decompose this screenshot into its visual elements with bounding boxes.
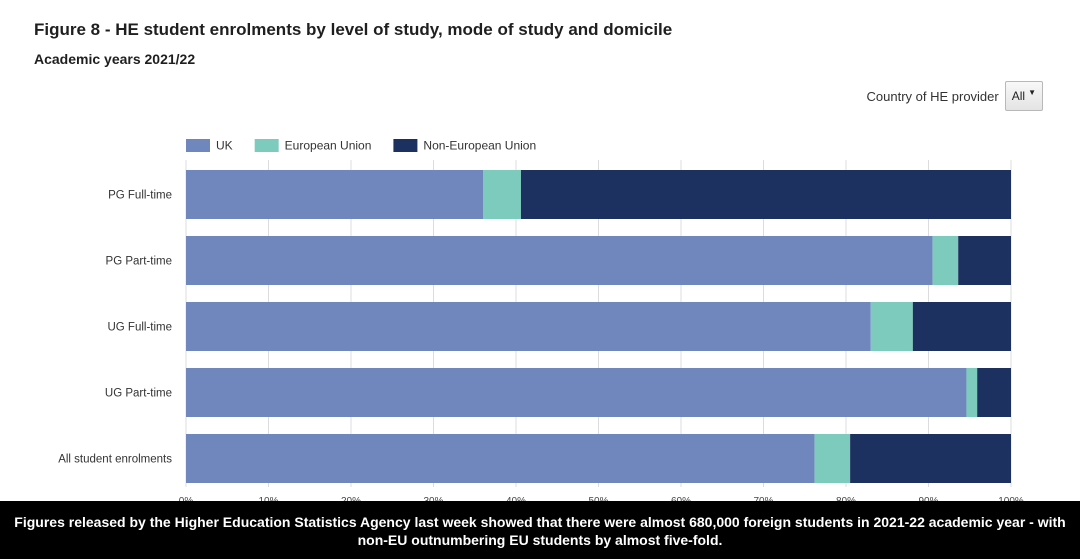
country-filter-label: Country of HE provider <box>866 88 999 104</box>
x-tick-label: 80% <box>836 496 856 501</box>
stacked-bar-chart: UK European Union Non-European Union PG Ful… <box>58 139 1024 502</box>
x-tick-label: 20% <box>341 496 361 501</box>
bar-segment <box>912 302 1011 351</box>
chart-subtitle: Academic years 2021/22 <box>34 51 196 67</box>
category-label: UG Full-time <box>107 322 172 334</box>
bar-segment <box>870 302 913 351</box>
x-tick-label: 70% <box>753 496 773 501</box>
bar-segment <box>186 302 871 351</box>
category-label: All student enrolments <box>58 454 172 466</box>
x-tick-label: 40% <box>506 496 526 501</box>
bar-segment <box>966 368 978 417</box>
bar-segment <box>932 236 959 285</box>
x-tick-label: 0% <box>179 496 194 501</box>
bar-segment <box>186 434 815 483</box>
legend-label: European Union <box>285 139 372 153</box>
x-tick-label: 50% <box>588 496 608 501</box>
x-tick-label: 30% <box>423 496 443 501</box>
category-label: UG Part-time <box>105 388 172 400</box>
bar-segment <box>520 170 1011 219</box>
legend-label: Non-European Union <box>423 139 536 153</box>
bar-segment <box>977 368 1011 417</box>
country-filter: Country of HE provider All ▼ <box>866 81 1043 111</box>
chevron-down-icon: ▼ <box>1028 88 1036 97</box>
bar-segment <box>958 236 1011 285</box>
chart-title: Figure 8 - HE student enrolments by leve… <box>34 20 673 39</box>
country-select[interactable]: All ▼ <box>1004 81 1043 111</box>
x-tick-label: 60% <box>671 496 691 501</box>
x-tick-label: 100% <box>998 496 1024 501</box>
country-select-value: All <box>1011 89 1026 103</box>
legend-swatch <box>186 139 210 152</box>
category-label: PG Full-time <box>108 190 172 202</box>
bar-segment <box>483 170 521 219</box>
bar-segment <box>850 434 1011 483</box>
article-caption: Figures released by the Higher Education… <box>0 501 1080 559</box>
bar-segment <box>186 170 483 219</box>
bar-segment <box>814 434 851 483</box>
x-tick-label: 10% <box>258 496 278 501</box>
legend-label: UK <box>216 139 233 153</box>
legend-swatch <box>254 139 279 152</box>
bar-segment <box>186 236 933 285</box>
x-tick-label: 90% <box>918 496 938 501</box>
category-label: PG Part-time <box>106 256 172 268</box>
legend-swatch <box>393 139 418 152</box>
bar-segment <box>186 368 967 417</box>
